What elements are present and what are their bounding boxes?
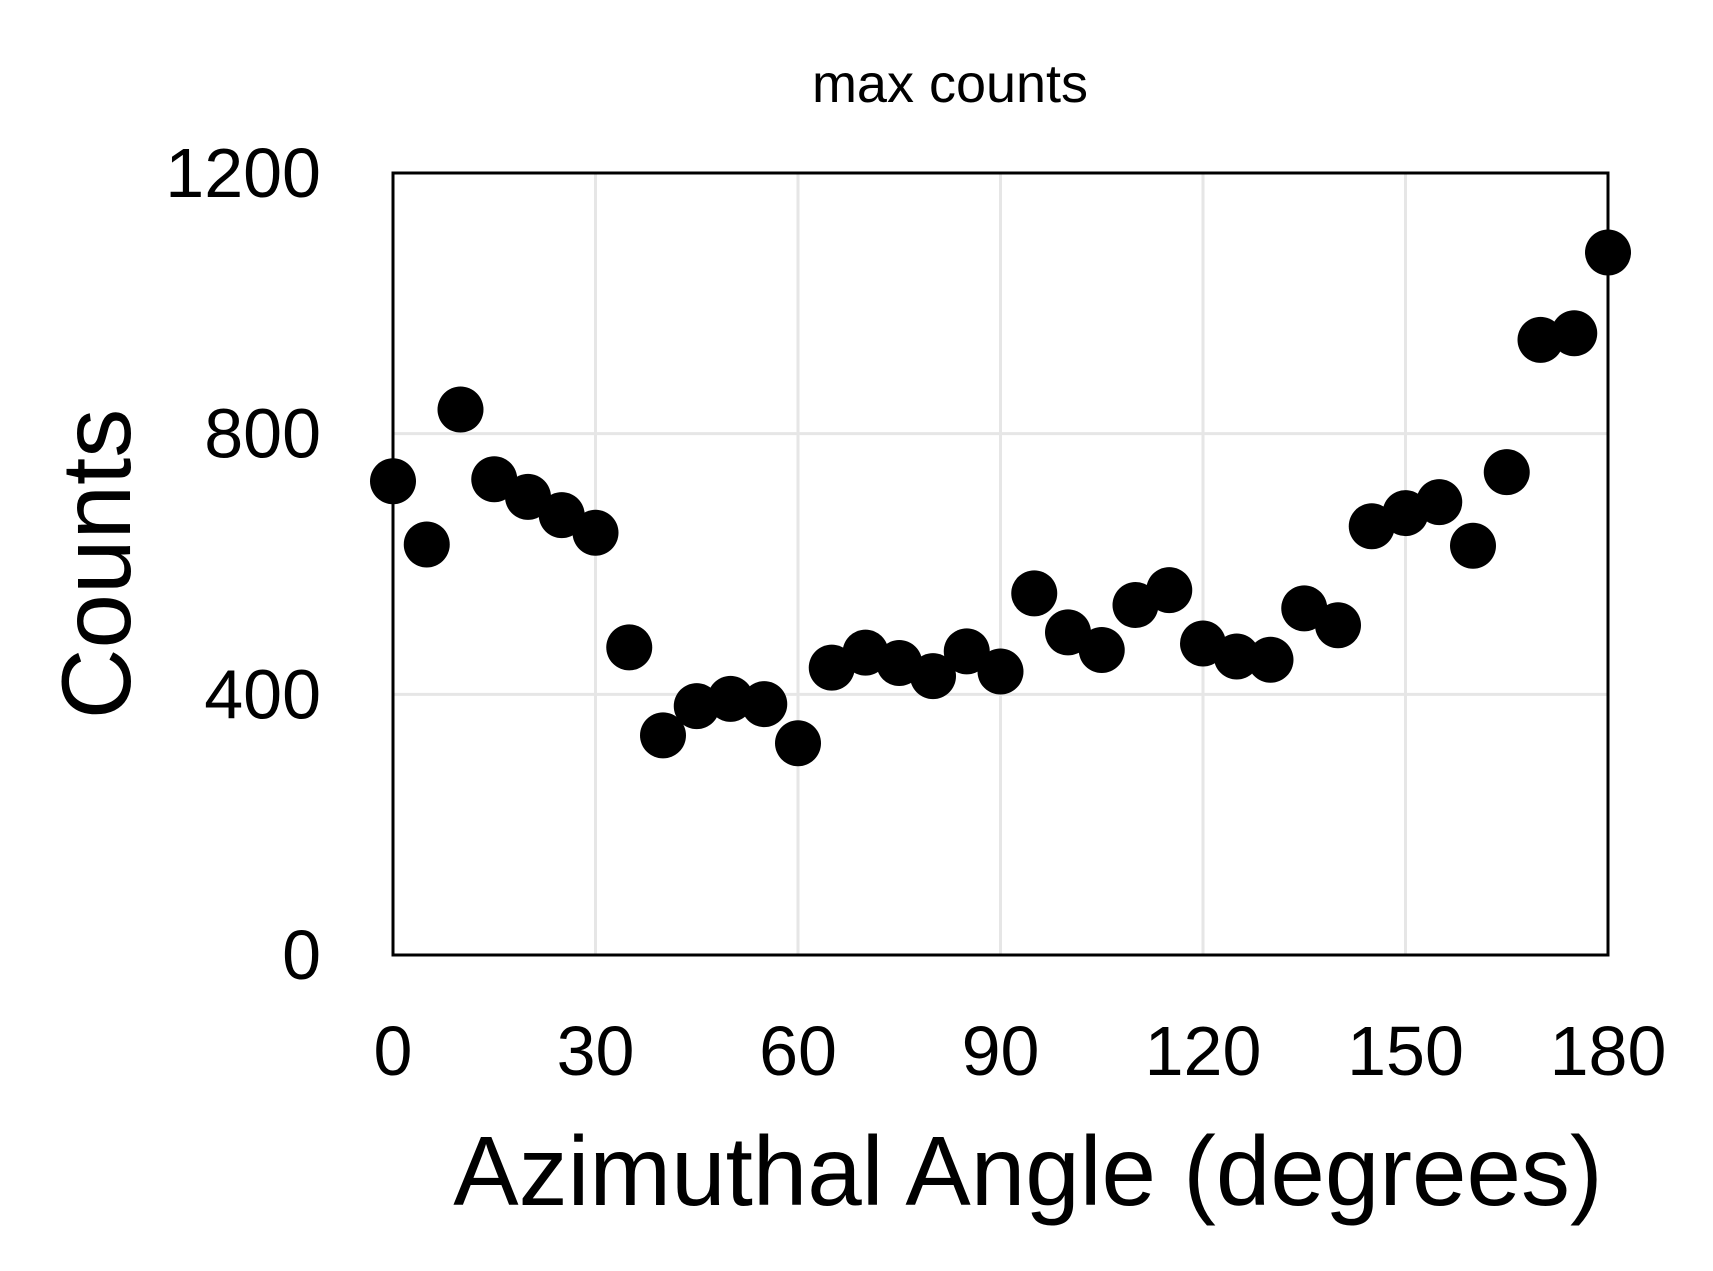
x-tick-label: 120	[1145, 1012, 1262, 1090]
data-point	[1551, 310, 1598, 357]
x-tick-label: 180	[1550, 1012, 1667, 1090]
y-tick-labels: 0 400 800 1200	[165, 134, 321, 994]
data-point	[1450, 522, 1496, 569]
y-tick-label: 0	[282, 916, 321, 994]
data-point	[1483, 449, 1530, 496]
data-point	[1213, 633, 1260, 680]
data-point	[977, 648, 1024, 695]
chart-title: max counts	[812, 54, 1088, 114]
x-axis-title: Azimuthal Angle (degrees)	[453, 1116, 1602, 1226]
data-point	[1315, 602, 1361, 649]
data-point	[1585, 229, 1631, 276]
data-points	[370, 229, 1631, 767]
x-tick-label: 60	[759, 1012, 837, 1090]
y-axis-title: Counts	[41, 409, 151, 720]
data-point	[910, 653, 956, 700]
y-tick-label: 400	[204, 655, 321, 733]
data-point	[1078, 627, 1125, 674]
data-point	[606, 624, 653, 671]
x-tick-label: 90	[962, 1012, 1040, 1090]
data-point	[437, 386, 484, 433]
data-point	[370, 458, 416, 505]
plot-area-frame	[391, 171, 1610, 957]
y-tick-label: 1200	[165, 134, 321, 212]
data-point	[505, 473, 551, 520]
data-point	[1011, 570, 1058, 617]
x-tick-label: 30	[557, 1012, 635, 1090]
data-point	[741, 681, 788, 728]
data-point	[471, 456, 518, 503]
data-point	[403, 521, 450, 568]
data-point	[1247, 636, 1294, 683]
data-point	[1416, 479, 1463, 526]
grid-lines	[393, 173, 1608, 955]
x-tick-label: 0	[374, 1012, 413, 1090]
data-point	[775, 720, 821, 767]
data-point	[1045, 609, 1091, 656]
data-point	[538, 492, 585, 539]
data-point	[707, 675, 754, 722]
data-point	[943, 628, 990, 675]
data-point	[572, 509, 619, 556]
data-point	[1146, 567, 1193, 614]
y-tick-label: 800	[204, 395, 321, 473]
x-tick-labels: 0 30 60 90 120 150 180	[374, 1012, 1667, 1090]
data-point	[640, 712, 686, 759]
x-tick-label: 150	[1347, 1012, 1464, 1090]
